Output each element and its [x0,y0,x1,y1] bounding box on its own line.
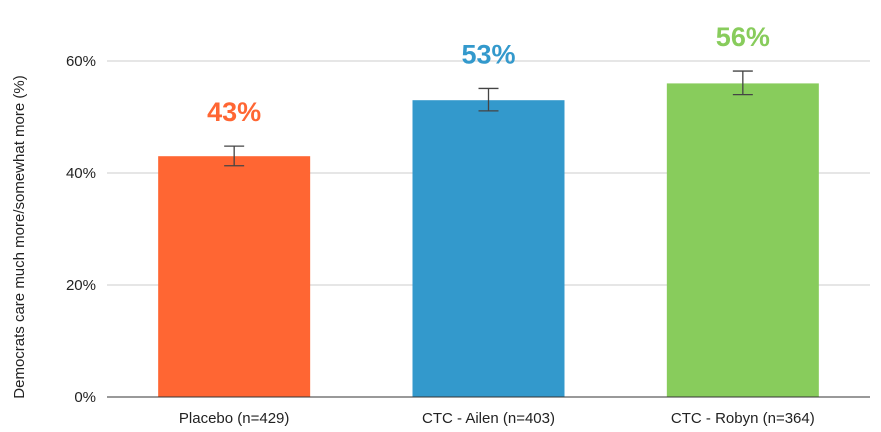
y-axis-title: Democrats care much more/somewhat more (… [11,75,28,398]
x-category-label: CTC - Ailen (n=403) [422,410,555,427]
bar [412,100,565,397]
data-label: 53% [461,39,515,69]
y-tick-label: 0% [74,389,96,406]
x-axis-categories: Placebo (n=429) CTC - Ailen (n=403) CTC - … [179,410,815,427]
error-bar [732,70,753,96]
bar [158,156,311,397]
data-label: 56% [716,22,770,52]
x-category-label: CTC - Robyn (n=364) [671,410,815,427]
y-tick-label: 60% [66,53,96,70]
error-bars [224,70,753,167]
y-axis-ticks: 0% 20% 40% 60% [66,53,96,406]
y-tick-label: 20% [66,277,96,294]
bar [666,83,819,398]
bars [158,83,819,398]
data-labels: 43% 53% 56% [207,22,770,127]
y-tick-label: 40% [66,165,96,182]
x-category-label: Placebo (n=429) [179,410,290,427]
error-bar [478,87,499,112]
error-bar [224,145,245,167]
data-label: 43% [207,97,261,127]
